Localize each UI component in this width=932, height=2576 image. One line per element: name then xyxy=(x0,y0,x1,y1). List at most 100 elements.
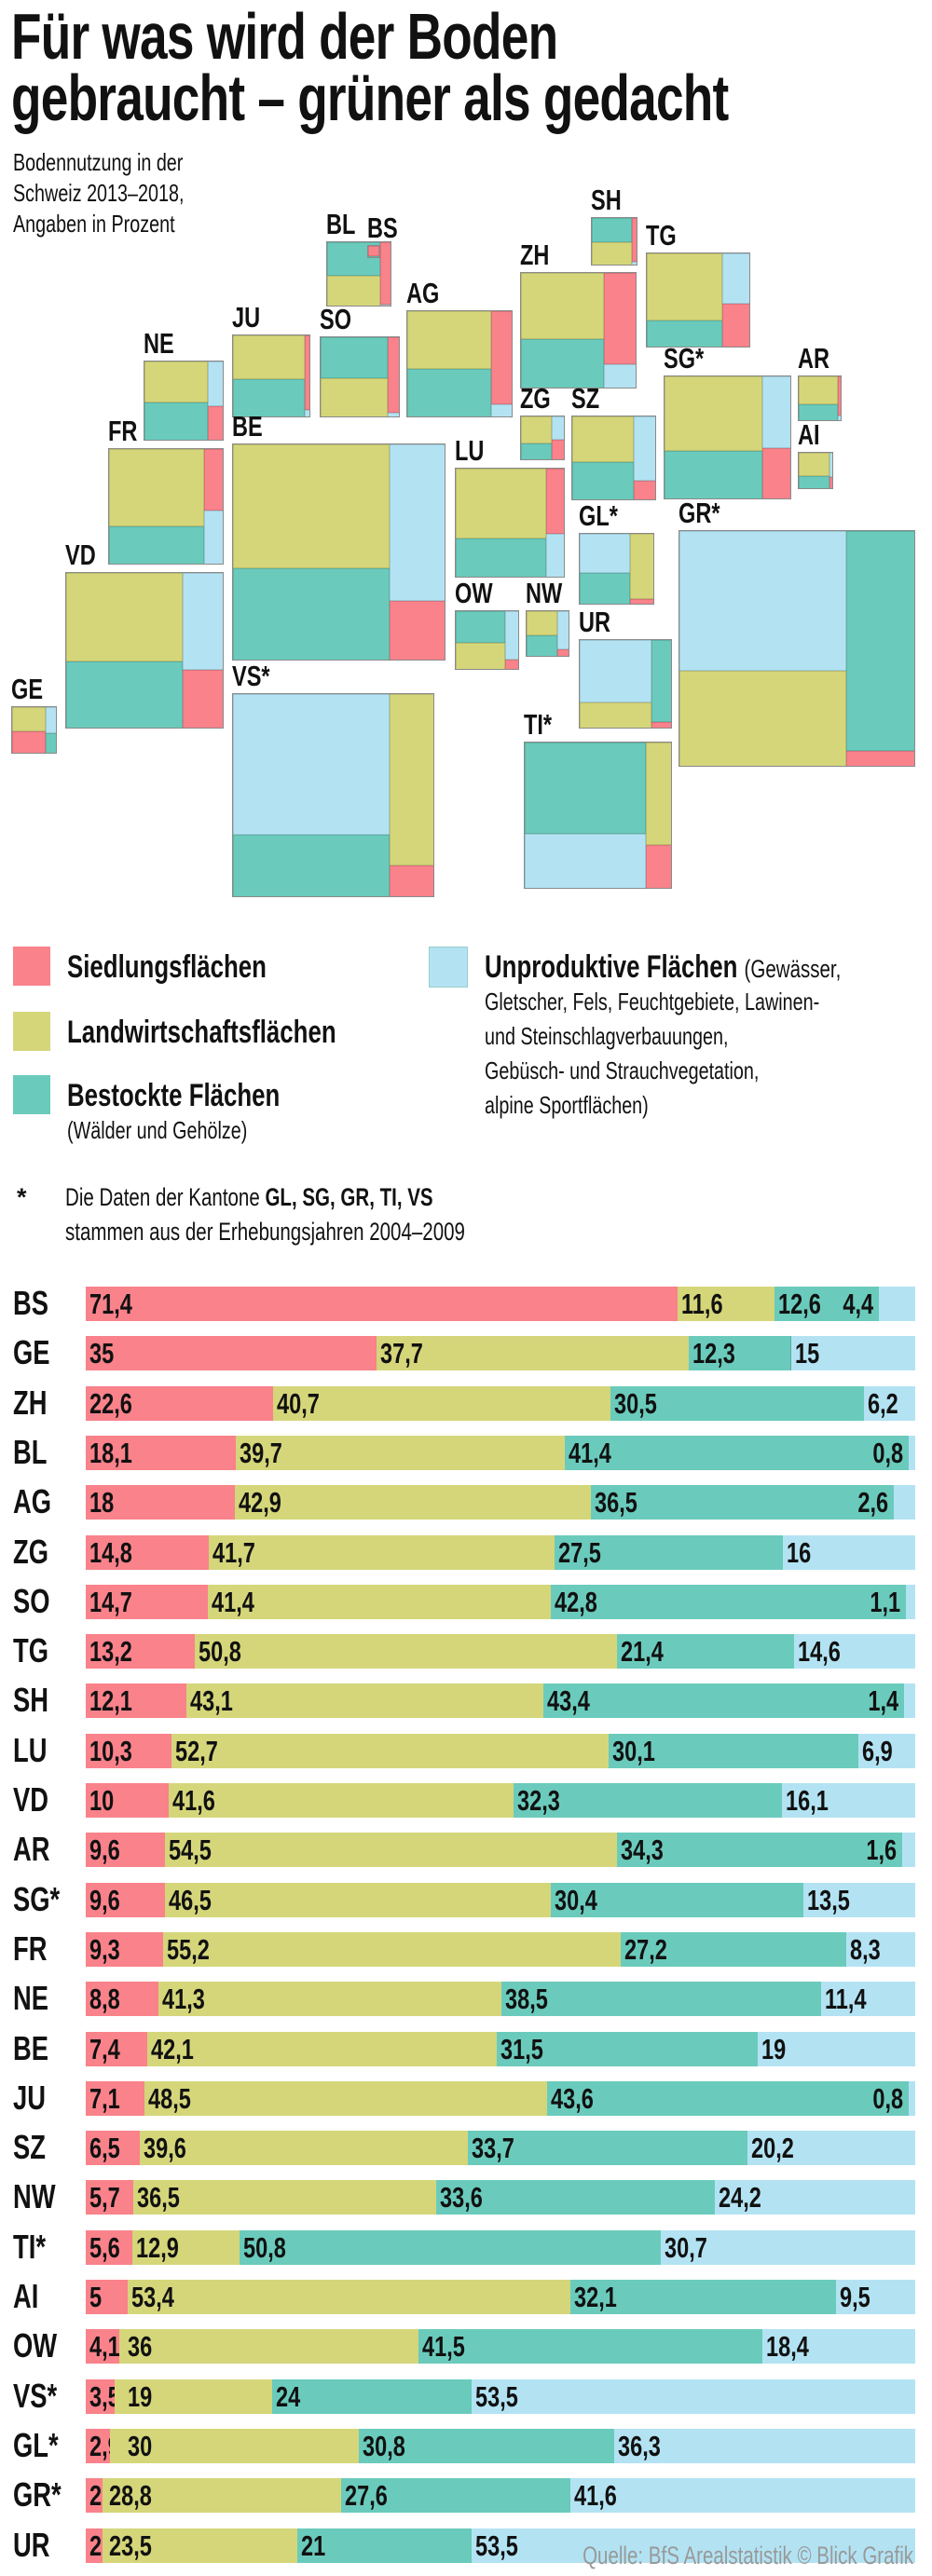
bar-category-label: JU xyxy=(13,2078,46,2117)
bar-row: 10,3 52,7 30,1 6,9 xyxy=(86,1733,915,1768)
legend-swatch-unproduktiv xyxy=(429,947,468,988)
bar-value-label: 54,5 xyxy=(169,1833,212,1867)
bar-segment-siedlung xyxy=(86,2031,148,2066)
map-cell-landwirtschaft xyxy=(144,361,209,403)
canton-treemap-map: BL BS SH TG ZH JU SO AG NE AR SG* AI ZG SZ FR BE LU GL* GR… xyxy=(0,0,932,932)
source-credit: Quelle: BfS Arealstatistik © Blick Grafi… xyxy=(582,2542,913,2569)
bar-value-label: 14,7 xyxy=(89,1585,132,1618)
bar-value-label: 27,5 xyxy=(557,1535,601,1569)
bar-segment-bestockt xyxy=(591,1485,895,1520)
map-cell-unproduktiv xyxy=(45,706,57,733)
bar-segment-landwirtschaft xyxy=(115,2378,274,2414)
bar-segment-bestockt xyxy=(546,2080,910,2116)
map-cell-siedlung xyxy=(632,217,637,262)
bar-value-label: 27,2 xyxy=(624,1932,667,1966)
map-cell-landwirtschaft xyxy=(580,702,652,729)
bar-value-label: 12,6 xyxy=(777,1288,821,1320)
map-cell-unproduktiv xyxy=(632,261,637,266)
bar-segment-unproduktiv xyxy=(802,1882,915,1917)
bar-row: 14,7 41,4 42,8 1,1 xyxy=(86,1584,915,1619)
map-canton-label: AG xyxy=(405,276,440,309)
map-cell-landwirtschaft xyxy=(645,743,671,846)
map-cell-unproduktiv xyxy=(524,834,646,888)
bar-value-label: 7,1 xyxy=(89,2081,120,2115)
map-cell-bestockt xyxy=(232,378,305,416)
bar-category-label: NW xyxy=(13,2177,56,2216)
map-cell-landwirtschaft xyxy=(389,693,433,866)
map-cell-landwirtschaft xyxy=(521,416,552,443)
bar-value-label: 33,6 xyxy=(439,2181,483,2215)
map-cell-unproduktiv xyxy=(580,640,652,702)
bar-row: 8,8 41,3 38,5 11,4 xyxy=(86,1982,915,2017)
map-cell-unproduktiv xyxy=(232,693,390,835)
bar-value-label: 41,6 xyxy=(573,2479,617,2513)
bar-segment-unproduktiv xyxy=(569,2478,915,2514)
bar-row: 7,4 42,1 31,5 19 xyxy=(86,2031,915,2066)
map-cell-siedlung xyxy=(304,334,309,410)
bar-row: 9,6 54,5 34,3 1,6 xyxy=(86,1833,915,1868)
map-cell-unproduktiv xyxy=(546,534,564,577)
bar-row: 2 28,8 27,6 41,6 xyxy=(86,2478,915,2514)
bar-segment-unproduktiv xyxy=(714,2180,915,2215)
bar-value-label: 52,7 xyxy=(174,1734,218,1767)
bar-value-label: 30 xyxy=(127,2429,152,2462)
bar-category-label: GL* xyxy=(13,2425,59,2464)
map-cell-bestockt xyxy=(591,217,633,243)
bar-row: 4,1 36 41,5 18,4 xyxy=(86,2329,915,2365)
bar-segment-bestockt xyxy=(543,1683,905,1719)
bar-row: 22,6 40,7 30,5 6,2 xyxy=(86,1385,915,1421)
bar-segment-landwirtschaft xyxy=(131,2229,240,2265)
bar-segment-landwirtschaft xyxy=(376,1336,691,1371)
bar-row: 35 37,7 12,3 15 xyxy=(86,1336,915,1371)
bar-segment-bestockt xyxy=(554,1534,784,1570)
map-cell-siedlung xyxy=(845,751,914,766)
bar-value-label: 4,1 xyxy=(89,2330,120,2364)
map-canton-box xyxy=(231,443,445,661)
map-cell-bestockt xyxy=(232,834,390,896)
bar-segment-bestockt xyxy=(239,2229,662,2265)
bar-value-label: 6,2 xyxy=(867,1386,898,1420)
bar-value-label: 18,4 xyxy=(766,2330,810,2364)
map-cell-landwirtschaft xyxy=(647,253,722,320)
bar-value-label: 53,4 xyxy=(130,2281,174,2313)
bar-segment-unproduktiv xyxy=(863,1385,915,1421)
map-cell-landwirtschaft xyxy=(679,670,846,766)
bar-value-label: 41,3 xyxy=(162,1983,206,2016)
map-canton-box xyxy=(520,416,565,460)
map-cell-landwirtschaft xyxy=(798,452,829,476)
bar-row: 9,6 46,5 30,4 13,5 xyxy=(86,1882,915,1917)
footnote-marker: * xyxy=(17,1183,27,1211)
map-canton-box xyxy=(326,241,391,307)
bar-category-label: ZH xyxy=(13,1383,48,1422)
map-cell-bestockt xyxy=(456,538,547,577)
map-cell-bestockt xyxy=(571,462,635,500)
map-cell-bestockt xyxy=(580,572,631,605)
bar-segment-landwirtschaft xyxy=(119,2329,419,2365)
map-cell-unproduktiv xyxy=(721,253,749,304)
bar-segment-bestockt xyxy=(496,2031,759,2066)
bar-segment-bestockt xyxy=(551,1882,804,1917)
map-cell-siedlung xyxy=(651,721,672,729)
map-cell-landwirtschaft xyxy=(12,706,46,732)
map-cell-landwirtschaft xyxy=(406,310,492,369)
bar-segment-unproduktiv xyxy=(782,1534,915,1570)
bar-row: 18,1 39,7 41,4 0,8 xyxy=(86,1435,915,1470)
map-cell-landwirtschaft xyxy=(571,416,635,463)
map-cell-landwirtschaft xyxy=(630,534,653,600)
bar-value-label: 30,8 xyxy=(362,2429,405,2462)
bar-value-label: 9,5 xyxy=(840,2281,871,2313)
footnote-line-2: stammen aus der Erhebungsjahren 2004–200… xyxy=(65,1218,465,1246)
bar-segment-siedlung xyxy=(86,2329,121,2365)
map-canton-label: BE xyxy=(231,410,263,443)
map-cell-unproduktiv xyxy=(762,375,790,449)
bar-segment-siedlung xyxy=(86,2180,134,2215)
bar-row: 18 42,9 36,5 2,6 xyxy=(86,1485,915,1520)
bar-segment-unproduktiv xyxy=(781,1783,915,1818)
bar-segment-bestockt xyxy=(565,1435,910,1470)
subtitle-line: Schweiz 2013–2018, xyxy=(13,179,185,207)
bar-segment-unproduktiv xyxy=(820,1982,915,2017)
bar-segment-unproduktiv xyxy=(857,1733,915,1768)
map-cell-siedlung xyxy=(546,469,564,535)
bar-value-label: 41,4 xyxy=(211,1585,254,1618)
bar-segment-siedlung xyxy=(86,1783,170,1818)
